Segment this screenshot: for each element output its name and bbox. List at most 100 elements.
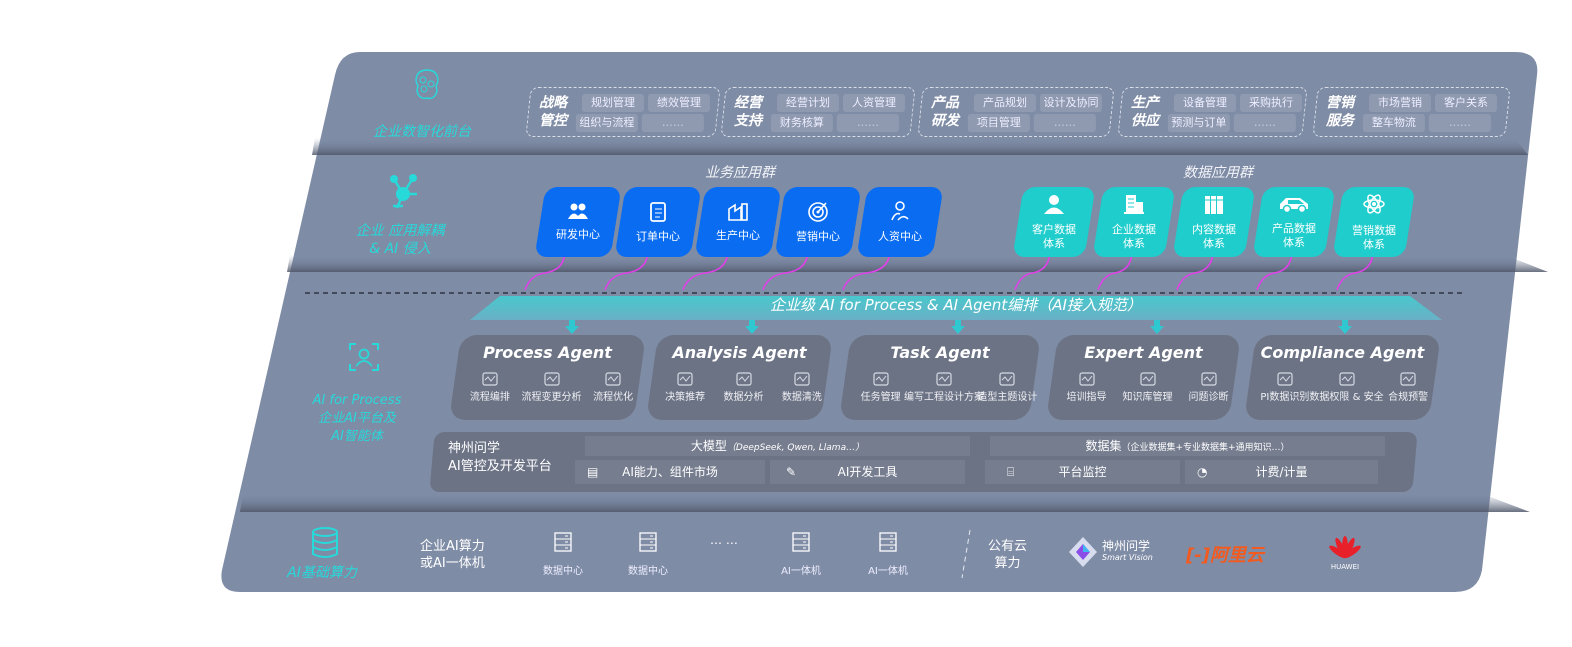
agent-feature[interactable]: 数据清洗 [762,371,842,404]
llm-title: 大模型 [690,439,727,453]
component-market-button[interactable]: ▤ AI能力、组件市场 [575,460,765,484]
data-app-card[interactable]: 客户数据 体系 [1012,187,1096,257]
feature-icon [1047,371,1127,387]
dataset-note: （企业数据集+专业数据集+通用知识…） [1121,443,1290,453]
users-icon [567,202,589,228]
front-chip[interactable]: 市场营销 [1368,94,1431,112]
connector-arrow [1336,249,1374,291]
agent-feature[interactable]: 决策推荐 [645,371,725,404]
front-chip[interactable]: 经营计划 [776,94,839,112]
agent-feature[interactable]: 流程优化 [573,371,653,404]
front-chip[interactable]: 采购执行 [1239,94,1302,112]
front-group: 经营 支持 经营计划 人资管理 财务核算…… [720,87,916,137]
factory-icon [727,201,749,229]
billing-button[interactable]: ◔ 计费/计量 [1185,460,1378,484]
platform-monitor-button[interactable]: ⌸ 平台监控 [985,460,1180,484]
agent-feature[interactable]: 数据权限 & 安全 [1307,371,1387,404]
business-app-card[interactable]: 营销中心 [774,187,862,257]
front-chip[interactable]: …… [1233,114,1296,132]
agent-feature[interactable]: PI数据识别 [1245,371,1325,404]
front-chip[interactable]: 设计及协同 [1039,94,1102,112]
front-chip[interactable]: 绩效管理 [647,94,710,112]
front-chip[interactable]: 整车物流 [1362,114,1425,132]
agent-feature[interactable]: 培训指导 [1047,371,1127,404]
agent-feature[interactable]: 编写工程设计方案 [904,371,984,404]
feature-label: 任务管理 [860,392,901,403]
agent-card[interactable]: Compliance Agent PI数据识别 数据权限 & 安全 合规预警 [1244,335,1441,420]
huawei-name: HUAWEI [1330,563,1360,571]
aliyun-logo: [-]阿里云 [1186,545,1264,566]
monitor-label: 平台监控 [1058,465,1107,479]
dev-tools-button[interactable]: ✎ AI开发工具 [770,460,965,484]
front-chip[interactable]: …… [836,114,899,132]
front-chip[interactable]: 组织与流程 [575,114,638,132]
llm-bar[interactable]: 大模型（DeepSeek, Qwen, Llama…） [585,436,970,456]
group-title-1: 战略 [539,95,567,111]
down-arrow-icon [745,320,759,334]
business-app-card[interactable]: 生产中心 [694,187,782,257]
agent-feature[interactable]: 造型主题设计 [967,371,1047,404]
feature-label: 培训指导 [1066,392,1107,403]
data-app-card[interactable]: 产品数据 体系 [1252,187,1336,257]
agent-feature[interactable]: 数据分析 [704,371,784,404]
feature-label: PI数据识别 [1260,392,1310,403]
agent-feature[interactable]: 问题诊断 [1169,371,1249,404]
connector-arrow [1256,249,1293,291]
group-title-1: 产品 [931,95,959,111]
front-chip[interactable]: 设备管理 [1173,94,1236,112]
dataset-bar[interactable]: 数据集（企业数据集+专业数据集+通用知识…） [990,436,1385,456]
private-compute-2: 或AI一体机 [420,556,485,571]
agent-feature[interactable]: 任务管理 [841,371,921,404]
business-app-card[interactable]: 订单中心 [614,187,702,257]
agent-title: Compliance Agent [1260,343,1425,362]
group-title-2: 研发 [931,113,959,129]
agent-feature[interactable]: 合规预警 [1368,371,1448,404]
agent-card[interactable]: Analysis Agent 决策推荐 数据分析 数据清洗 [646,335,833,420]
feature-label: 编写工程设计方案 [904,392,984,403]
front-group: 营销 服务 市场营销 客户关系 整车物流…… [1312,87,1511,137]
data-app-card[interactable]: 营销数据 体系 [1332,187,1416,257]
agent-title: Task Agent [890,343,990,362]
front-chip[interactable]: …… [1033,114,1096,132]
business-app-card[interactable]: 人资中心 [856,187,944,257]
billing-label: 计费/计量 [1255,465,1308,479]
feature-icon [512,371,592,387]
target-icon [807,200,829,230]
server-item: 数据中心 [533,532,593,577]
front-chip[interactable]: 规划管理 [581,94,644,112]
agent-card[interactable]: Task Agent 任务管理 编写工程设计方案 造型主题设计 [839,335,1041,420]
data-app-card[interactable]: 企业数据 体系 [1092,187,1176,257]
data-app-card[interactable]: 内容数据 体系 [1172,187,1256,257]
connector-arrow [604,249,649,291]
agent-feature[interactable]: 流程编排 [450,371,530,404]
agent-card[interactable]: Expert Agent 培训指导 知识库管理 问题诊断 [1046,335,1241,420]
front-chip[interactable]: 项目管理 [967,114,1030,132]
molecule-icon [385,172,421,216]
data-app-label-2: 体系 [1203,237,1225,250]
front-chip[interactable]: 产品规划 [973,94,1036,112]
down-arrow-icon [1338,320,1352,334]
layer-label-apps-1: 企业 应用解耦 [355,223,445,239]
front-chip[interactable]: …… [1428,114,1491,132]
front-chip[interactable]: 人资管理 [842,94,905,112]
front-chip[interactable]: 预测与订单 [1167,114,1230,132]
dev-tools-icon: ✎ [786,465,797,479]
feature-label: 造型主题设计 [977,392,1038,403]
business-app-card[interactable]: 研发中心 [534,187,622,257]
smart-vision-name: 神州问学 [1102,539,1151,553]
data-app-label-1: 客户数据 [1032,223,1076,236]
front-chip[interactable]: …… [641,114,704,132]
server-icon [554,532,572,552]
connector-arrow [842,249,891,291]
feature-label: 数据权限 & 安全 [1309,392,1384,403]
layer-label-ai-1: AI for Process [312,393,402,408]
front-chip[interactable]: 财务核算 [770,114,833,132]
front-chip[interactable]: 客户关系 [1434,94,1497,112]
agent-feature[interactable]: 流程变更分析 [512,371,592,404]
layer-label-ai-3: AI智能体 [331,429,383,444]
agent-card[interactable]: Process Agent 流程编排 流程变更分析 流程优化 [449,335,646,420]
feature-label: 合规预警 [1388,392,1429,403]
server-label: 数据中心 [628,566,668,577]
face-scan-icon [348,342,380,376]
agent-feature[interactable]: 知识库管理 [1108,371,1188,404]
